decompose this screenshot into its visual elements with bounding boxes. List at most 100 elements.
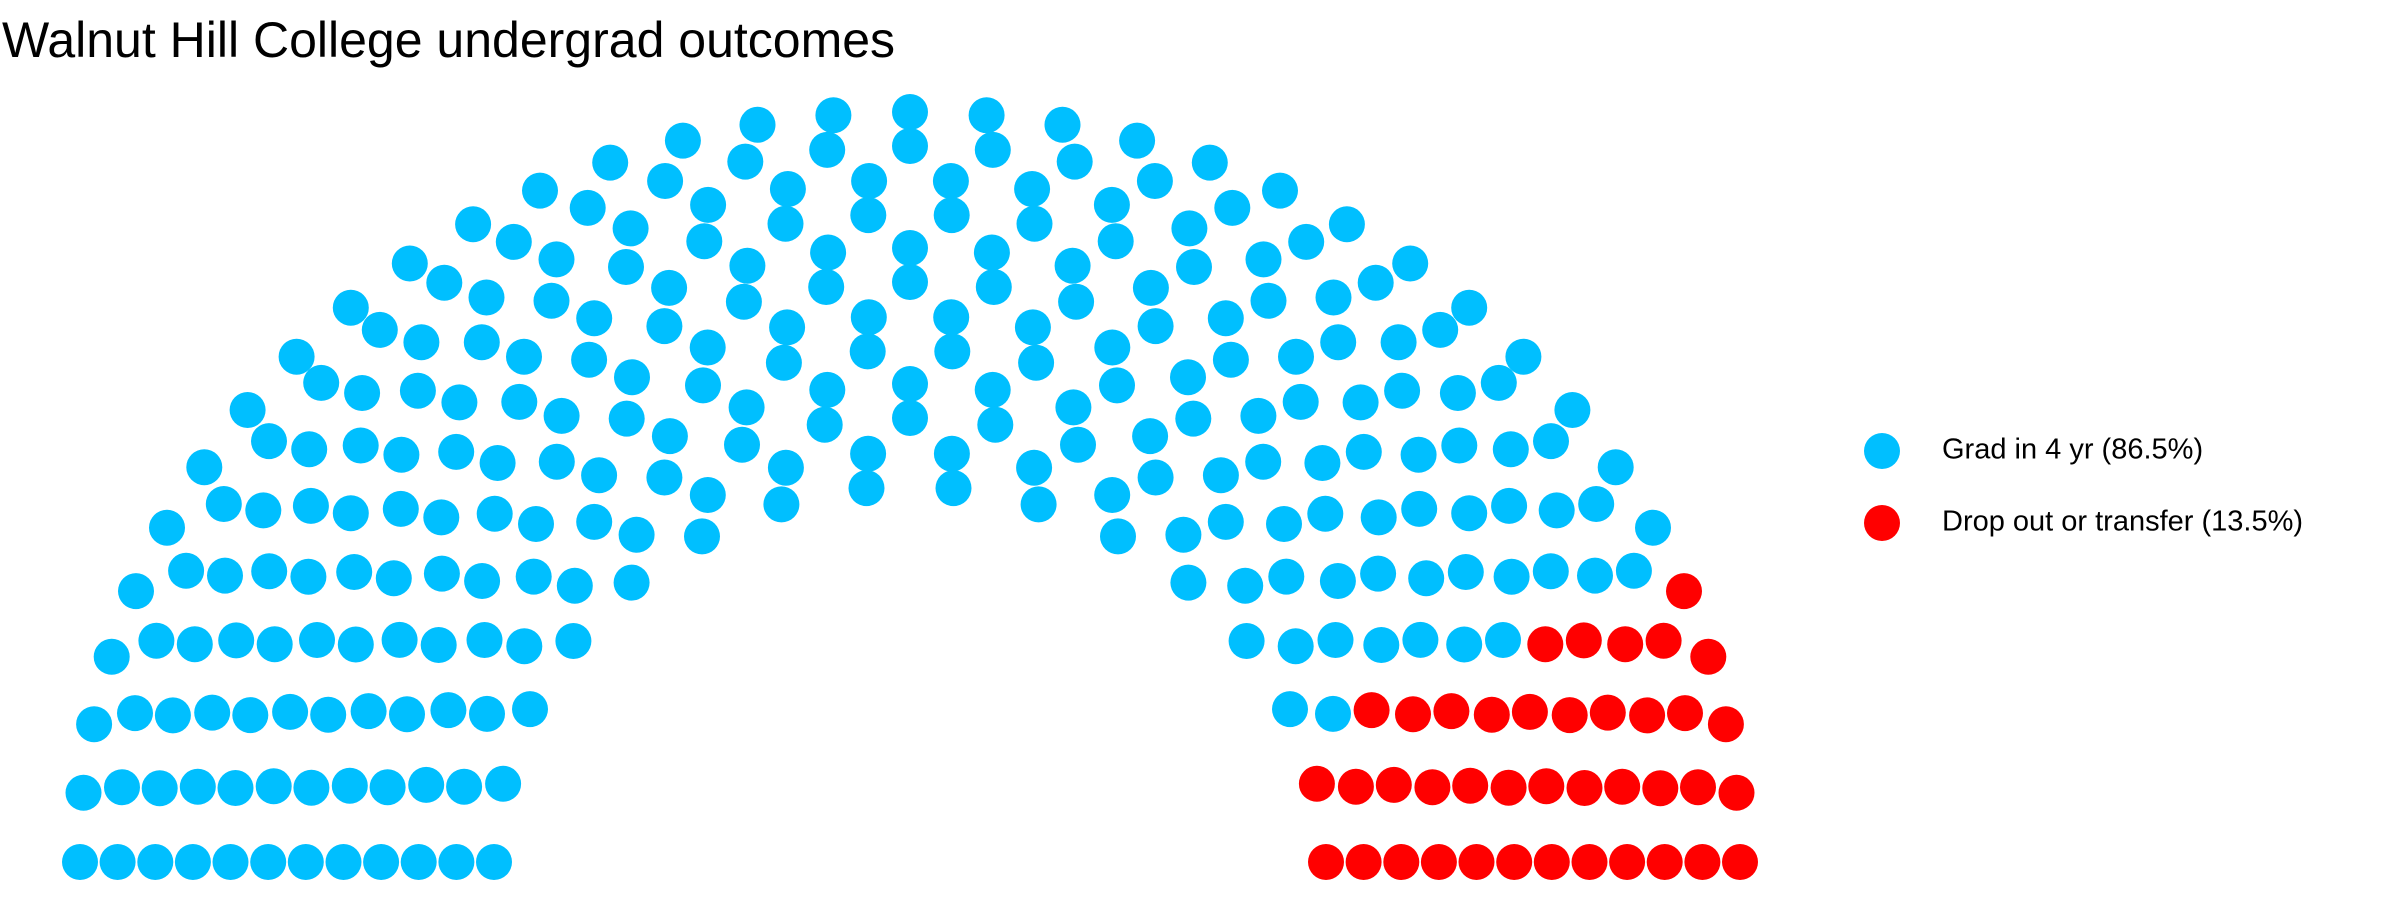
- seat-dot: [168, 552, 205, 589]
- seat-dot: [1667, 695, 1703, 732]
- seat-dot: [933, 435, 970, 472]
- seat-dot: [501, 383, 538, 420]
- seat-dot: [571, 341, 608, 378]
- seat-dot: [613, 564, 650, 601]
- seat-dot: [1228, 623, 1265, 659]
- seat-dot: [646, 459, 683, 496]
- seat-dot: [973, 234, 1010, 271]
- seat-dot: [1345, 844, 1382, 880]
- seat-dot: [1492, 431, 1529, 468]
- seat-dot: [232, 697, 269, 734]
- seat-dot: [1401, 490, 1438, 527]
- seat-dot: [1609, 844, 1646, 880]
- seat-dot: [1718, 774, 1755, 811]
- seat-dot: [342, 427, 379, 464]
- seat-dot: [1707, 706, 1744, 743]
- seat-dot: [1357, 264, 1394, 301]
- seat-dot: [1493, 558, 1530, 595]
- seat-dot: [476, 495, 513, 532]
- seat-dot: [1690, 638, 1727, 675]
- seat-dot: [464, 563, 501, 599]
- seat-dot: [1014, 309, 1051, 346]
- seat-dot: [1342, 384, 1379, 421]
- seat-dot: [207, 557, 243, 594]
- seat-dot: [1680, 769, 1716, 806]
- seat-dot: [255, 768, 292, 805]
- seat-dot: [1353, 692, 1390, 729]
- seat-dot: [336, 554, 373, 590]
- seat-dot: [538, 443, 575, 480]
- seat-dot: [1578, 486, 1615, 522]
- seat-dot: [205, 486, 242, 522]
- seat-dot: [1400, 436, 1437, 473]
- seat-dot: [1446, 626, 1483, 663]
- seat-dot: [1277, 628, 1314, 665]
- seat-dot: [1414, 769, 1451, 806]
- seat-dot: [850, 197, 887, 234]
- seat-dot: [934, 333, 971, 370]
- seat-dot: [809, 131, 846, 168]
- chart-title: Walnut Hill College undergrad outcomes: [2, 12, 895, 68]
- seat-dot: [1175, 400, 1212, 437]
- seat-dot: [689, 329, 726, 366]
- seat-dot: [515, 558, 552, 595]
- seat-dot: [739, 106, 776, 143]
- seat-dot: [251, 423, 287, 460]
- seat-dot: [1328, 206, 1365, 243]
- seat-dot: [1014, 171, 1051, 207]
- seat-dot: [506, 628, 543, 665]
- seat-dot: [117, 695, 153, 732]
- seat-dot: [850, 299, 887, 336]
- seat-dot: [62, 844, 98, 880]
- seat-dot: [1408, 560, 1445, 597]
- seat-dot: [430, 692, 467, 729]
- seat-dot: [608, 400, 645, 437]
- seat-dot: [1308, 844, 1344, 880]
- seat-dot: [186, 449, 223, 486]
- seat-dot: [1439, 375, 1476, 411]
- seat-dot: [522, 172, 558, 209]
- seat-dot: [426, 264, 463, 301]
- seat-dot: [423, 499, 460, 536]
- legend-swatch: [1864, 505, 1900, 541]
- seat-dot: [194, 694, 231, 731]
- seat-dot: [1240, 397, 1277, 434]
- seat-dot: [685, 367, 721, 404]
- seat-dot: [256, 626, 293, 663]
- seat-dot: [651, 418, 688, 455]
- seat-dot: [892, 230, 928, 266]
- seat-dot: [556, 567, 593, 604]
- seat-dot: [251, 553, 288, 590]
- seat-dot: [446, 768, 483, 805]
- seat-dot: [375, 560, 412, 597]
- seat-dot: [1315, 695, 1351, 732]
- seat-dot: [1392, 245, 1429, 282]
- seat-dot: [1288, 223, 1325, 260]
- seat-dot: [479, 445, 516, 481]
- seat-dot: [1266, 506, 1302, 542]
- seat-dot: [729, 247, 766, 284]
- seat-dot: [1099, 367, 1135, 404]
- seat-dot: [179, 768, 216, 805]
- seat-dot: [420, 627, 457, 663]
- seat-dot: [1565, 622, 1602, 659]
- seat-dot: [1100, 518, 1136, 555]
- seat-dot: [1646, 844, 1683, 880]
- seat-dot: [1458, 844, 1495, 880]
- seat-dot: [968, 97, 1005, 134]
- seat-dot: [576, 503, 613, 540]
- seat-dot: [361, 311, 398, 348]
- legend-label: Grad in 4 yr (86.5%): [1942, 434, 2203, 466]
- seat-dot: [1360, 555, 1397, 592]
- seat-dot: [1527, 626, 1564, 663]
- seat-dot: [469, 695, 505, 732]
- seat-dot: [299, 622, 335, 658]
- seat-dot: [1337, 768, 1374, 805]
- seat-dot: [1020, 486, 1057, 523]
- seat-dot: [250, 844, 287, 880]
- seat-dot: [217, 770, 254, 806]
- seat-dot: [1055, 389, 1092, 426]
- seat-dot: [932, 163, 969, 199]
- seat-dot: [99, 844, 136, 880]
